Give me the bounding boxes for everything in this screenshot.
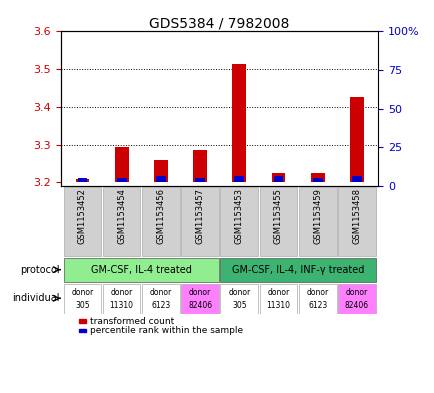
Text: donor: donor [188,288,211,297]
FancyBboxPatch shape [63,284,101,314]
Text: GSM1153456: GSM1153456 [156,188,165,244]
Text: GM-CSF, IL-4, INF-γ treated: GM-CSF, IL-4, INF-γ treated [231,264,363,275]
Bar [116,178,126,182]
FancyBboxPatch shape [220,284,257,314]
Text: individual: individual [13,293,60,303]
FancyBboxPatch shape [142,284,179,314]
Text: donor: donor [306,288,328,297]
Text: GSM1153454: GSM1153454 [117,188,126,244]
Bar [234,176,243,182]
Text: 11310: 11310 [109,301,133,310]
FancyBboxPatch shape [181,187,218,256]
Bar [79,320,86,323]
Bar [79,329,86,332]
Text: donor: donor [149,288,171,297]
Bar [232,64,246,182]
Text: GSM1153457: GSM1153457 [195,188,204,244]
Text: 6123: 6123 [307,301,326,310]
Text: donor: donor [345,288,367,297]
Text: GM-CSF, IL-4 treated: GM-CSF, IL-4 treated [91,264,191,275]
Text: 305: 305 [75,301,89,310]
FancyBboxPatch shape [102,187,140,256]
Text: 6123: 6123 [151,301,170,310]
Bar [193,151,207,182]
Text: donor: donor [71,288,93,297]
FancyBboxPatch shape [259,284,296,314]
Bar [271,173,285,182]
Text: donor: donor [110,288,132,297]
FancyBboxPatch shape [337,187,375,256]
Text: protocol: protocol [20,264,60,275]
FancyBboxPatch shape [220,187,257,256]
FancyBboxPatch shape [102,284,140,314]
FancyBboxPatch shape [63,258,218,282]
Text: GSM1153453: GSM1153453 [234,188,243,244]
Bar [351,176,361,182]
Bar [76,179,89,182]
Bar [195,178,204,182]
Bar [310,173,324,182]
Bar [312,178,322,182]
FancyBboxPatch shape [181,284,218,314]
Text: transformed count: transformed count [89,317,173,326]
Text: GSM1153452: GSM1153452 [78,188,87,244]
Text: 305: 305 [231,301,246,310]
FancyBboxPatch shape [142,187,179,256]
Bar [349,97,363,182]
Title: GDS5384 / 7982008: GDS5384 / 7982008 [149,16,289,30]
FancyBboxPatch shape [259,187,296,256]
Text: 82406: 82406 [344,301,368,310]
Text: 11310: 11310 [266,301,290,310]
Text: 82406: 82406 [187,301,212,310]
Text: donor: donor [227,288,250,297]
FancyBboxPatch shape [63,187,101,256]
Bar [154,160,168,182]
FancyBboxPatch shape [220,258,375,282]
Text: GSM1153459: GSM1153459 [312,188,322,244]
FancyBboxPatch shape [337,284,375,314]
Text: GSM1153458: GSM1153458 [352,188,361,244]
Bar [273,176,283,182]
FancyBboxPatch shape [298,187,336,256]
Text: donor: donor [267,288,289,297]
FancyBboxPatch shape [298,284,336,314]
Text: percentile rank within the sample: percentile rank within the sample [89,326,242,335]
Text: GSM1153455: GSM1153455 [273,188,283,244]
Bar [77,178,87,182]
Bar [115,147,128,182]
Bar [156,176,165,182]
